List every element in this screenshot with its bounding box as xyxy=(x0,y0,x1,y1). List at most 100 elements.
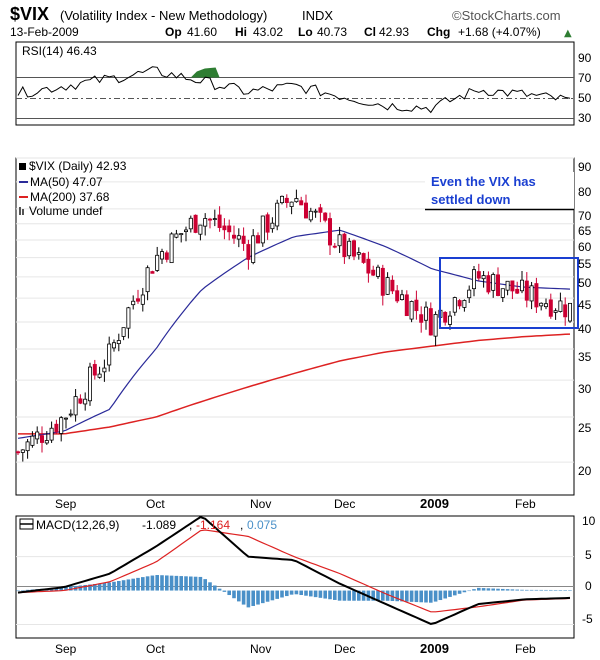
candle xyxy=(131,295,136,310)
macd-legend-signal: -1.164 xyxy=(196,518,230,532)
macd-hist-bar xyxy=(304,590,308,596)
candle xyxy=(140,287,145,312)
legend-volume-swatch xyxy=(19,207,21,215)
macd-hist-bar xyxy=(429,590,433,603)
rsi-frame xyxy=(15,41,575,126)
candle xyxy=(183,226,188,242)
candle xyxy=(347,237,352,260)
candle xyxy=(505,280,510,296)
macd-hist-bar xyxy=(438,590,443,601)
rsi-ytick-30: 30 xyxy=(578,111,592,125)
macd-hist-bar xyxy=(179,576,183,591)
macd-hist-bar xyxy=(241,590,246,605)
macd-hist-bar xyxy=(409,590,414,602)
change-value: +1.68 (+4.07%) xyxy=(458,25,541,39)
macd-ytick-10: 10 xyxy=(582,514,596,528)
candle xyxy=(150,270,155,274)
change-label: Chg xyxy=(427,25,450,39)
candle xyxy=(568,302,573,323)
macd-histogram xyxy=(16,575,572,608)
candle xyxy=(544,298,549,310)
rsi-ytick-50: 50 xyxy=(578,91,592,105)
macd-hist-bar xyxy=(539,589,543,591)
candle xyxy=(217,206,222,232)
macd-hist-bar xyxy=(491,588,495,591)
close-label: Cl xyxy=(364,25,376,39)
candle xyxy=(231,225,236,244)
macd-hist-bar xyxy=(457,590,462,594)
macd-hist-bar xyxy=(227,590,231,596)
candle xyxy=(212,209,217,227)
rsi-overbought-fill xyxy=(190,67,220,78)
macd-ytick-0: 0 xyxy=(585,579,592,593)
macd-hist-bar xyxy=(25,589,30,591)
candle xyxy=(97,366,102,379)
macd-hist-bar xyxy=(433,590,438,602)
macd-hist-bar xyxy=(217,588,222,591)
candle xyxy=(428,302,433,336)
candle xyxy=(337,226,342,254)
candle xyxy=(558,292,563,313)
candle xyxy=(399,289,404,301)
macd-hist-bar xyxy=(505,589,510,591)
price-gridlines xyxy=(16,157,574,463)
macd-hist-bar xyxy=(117,580,121,591)
candle xyxy=(467,285,472,303)
annotation-line-2: settled down xyxy=(431,192,511,207)
candle xyxy=(308,207,313,223)
macd-frame xyxy=(15,515,575,639)
price-ytick-55: 55 xyxy=(578,257,592,271)
legend-price-swatch xyxy=(19,163,26,170)
macd-hist-bar xyxy=(486,588,491,591)
macd-hist-bar xyxy=(400,590,404,602)
candle xyxy=(476,263,481,281)
macd-hist-bar xyxy=(448,590,452,597)
macd-hist-bar xyxy=(515,589,519,591)
candle xyxy=(539,302,544,311)
candle xyxy=(78,394,83,405)
candle xyxy=(366,251,371,283)
macd-hist-bar xyxy=(141,577,145,591)
macd-hist-bar xyxy=(376,590,380,601)
macd-hist-bar xyxy=(347,590,351,601)
macd-hist-bar xyxy=(160,575,164,591)
candle xyxy=(35,426,40,444)
candle xyxy=(419,306,424,333)
price-ytick-50: 50 xyxy=(578,276,592,290)
macd-hist-bar xyxy=(294,590,299,595)
candle xyxy=(107,336,112,372)
candle xyxy=(481,270,486,288)
candle xyxy=(64,417,69,429)
candle xyxy=(500,288,505,303)
candle xyxy=(534,277,539,314)
candle xyxy=(433,311,438,346)
candle xyxy=(553,308,558,320)
price-ytick-40: 40 xyxy=(578,322,592,336)
candle xyxy=(179,233,184,243)
macd-hist-bar xyxy=(88,584,92,591)
macd-hist-bar xyxy=(21,590,25,591)
candle xyxy=(529,281,534,310)
quote-date: 13-Feb-2009 xyxy=(10,25,79,39)
candle xyxy=(92,359,97,380)
macd-line xyxy=(17,515,571,625)
price-ytick-70: 70 xyxy=(578,209,592,223)
macd-hist-bar xyxy=(361,590,366,601)
price-xtick-nov: Nov xyxy=(250,497,271,511)
candle xyxy=(524,272,529,308)
macd-hist-bar xyxy=(184,576,188,591)
candle xyxy=(251,229,256,265)
macd-hist-bar xyxy=(150,575,155,591)
candle xyxy=(73,389,78,422)
candle xyxy=(356,247,361,260)
price-xtick-feb: Feb xyxy=(515,497,536,511)
macd-hist-bar xyxy=(136,577,140,591)
legend-ma50: MA(50) 47.07 xyxy=(30,175,103,189)
macd-hist-bar xyxy=(568,590,572,591)
macd-hist-bar xyxy=(97,583,102,591)
ma200-line xyxy=(18,333,571,435)
candle xyxy=(188,215,193,233)
macd-hist-bar xyxy=(472,589,476,591)
candle xyxy=(59,416,64,442)
candle xyxy=(332,242,337,249)
